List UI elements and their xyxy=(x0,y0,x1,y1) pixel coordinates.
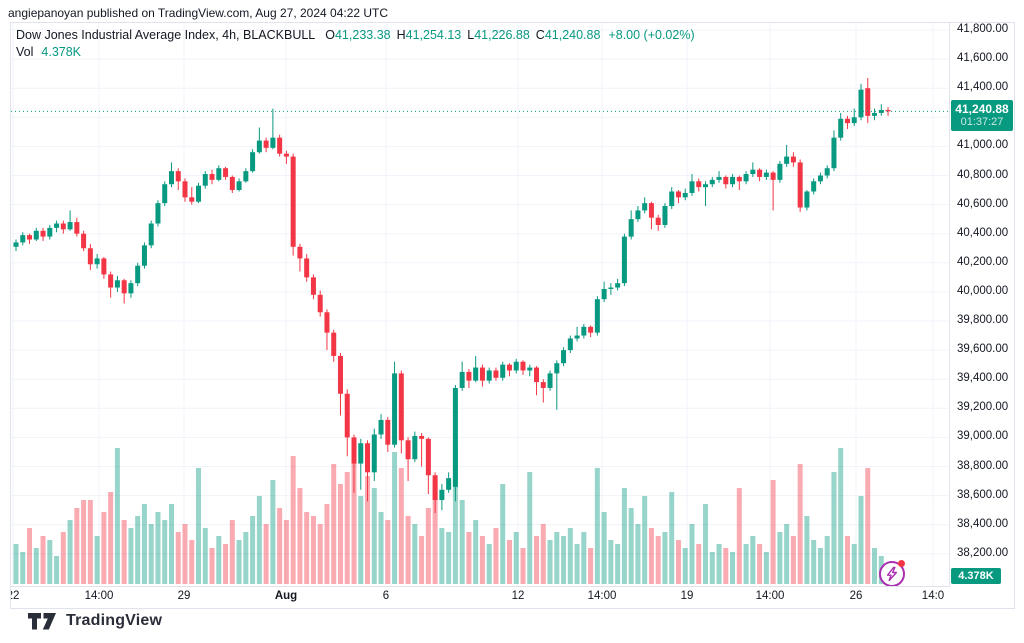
time-tick-label: 12 xyxy=(511,590,525,602)
legend-high: H41,254.13 xyxy=(396,28,462,42)
bar-countdown: 01:37:27 xyxy=(960,116,1004,129)
legend-row-volume: Vol 4.378K xyxy=(16,44,695,61)
tradingview-logo xyxy=(28,612,56,629)
price-tick-label: 39,800.00 xyxy=(957,314,1009,326)
price-tick-label: 41,800.00 xyxy=(957,23,1009,35)
price-tick-label: 41,600.00 xyxy=(957,52,1009,65)
price-tick-label: 40,800.00 xyxy=(957,168,1009,181)
time-scale[interactable]: 22 14:00 29 Aug 6 12 14:00 19 14:00 26 14:0 xyxy=(11,587,949,607)
volume-label: Vol xyxy=(16,45,34,59)
tradingview-brand: TradingView xyxy=(66,612,163,629)
time-tick-label: 26 xyxy=(849,590,863,602)
legend-row-main: Dow Jones Industrial Average Index, 4h, … xyxy=(16,27,695,44)
time-tick-label: 29 xyxy=(177,590,191,602)
symbol-title: Dow Jones Industrial Average Index, 4h, … xyxy=(16,28,316,42)
current-price-badge: 41,240.88 01:37:27 xyxy=(951,100,1013,132)
chart-legend: Dow Jones Industrial Average Index, 4h, … xyxy=(16,27,695,61)
price-tick-label: 41,000.00 xyxy=(957,139,1009,152)
price-tick-label: 38,400.00 xyxy=(957,517,1009,530)
price-tick-label: 38,600.00 xyxy=(957,488,1009,501)
price-tick-label: 40,600.00 xyxy=(957,197,1009,210)
time-tick-label: 14:0 xyxy=(921,590,945,602)
price-tick-label: 38,200.00 xyxy=(957,546,1009,559)
price-tick-label: 40,000.00 xyxy=(957,284,1009,297)
price-tick-label: 40,200.00 xyxy=(957,255,1009,268)
price-tick-label: 41,400.00 xyxy=(957,81,1009,94)
volume-value: 4.378K xyxy=(41,45,82,59)
price-tick-label: 39,600.00 xyxy=(957,343,1009,356)
legend-low: L41,226.88 xyxy=(467,28,530,42)
price-scale[interactable]: 41,240.88 01:37:27 4.378K 41,800.00 41,60… xyxy=(950,23,1014,586)
attribution-text: angiepanoyan published on TradingView.co… xyxy=(8,6,389,20)
time-tick-label: 6 xyxy=(382,590,390,602)
boost-button[interactable] xyxy=(879,560,905,586)
time-tick-label: 14:00 xyxy=(755,590,785,602)
tradingview-footer[interactable]: TradingView xyxy=(28,612,162,630)
time-tick-label: 14:00 xyxy=(587,590,617,602)
time-tick-label: 19 xyxy=(680,590,694,602)
legend-change: +8.00 (+0.02%) xyxy=(608,28,695,42)
notification-dot xyxy=(898,560,905,567)
chart-frame: Dow Jones Industrial Average Index, 4h, … xyxy=(10,22,1015,609)
candlestick-plot[interactable] xyxy=(11,23,949,586)
price-pane[interactable]: Dow Jones Industrial Average Index, 4h, … xyxy=(11,23,950,587)
price-tick-label: 39,000.00 xyxy=(957,430,1009,443)
time-tick-label: 14:00 xyxy=(84,590,114,602)
price-tick-label: 38,800.00 xyxy=(957,459,1009,472)
price-tick-label: 39,200.00 xyxy=(957,401,1009,414)
current-price-value: 41,240.88 xyxy=(955,102,1009,117)
lightning-icon xyxy=(886,566,898,582)
price-tick-label: 40,400.00 xyxy=(957,226,1009,239)
time-tick-label: 22 xyxy=(11,590,20,602)
time-tick-label: Aug xyxy=(274,590,298,602)
price-tick-label: 39,400.00 xyxy=(957,372,1009,385)
legend-open: O41,233.38 xyxy=(325,28,391,42)
legend-close: C41,240.88 xyxy=(535,28,601,42)
current-volume-badge: 4.378K xyxy=(951,568,1001,584)
